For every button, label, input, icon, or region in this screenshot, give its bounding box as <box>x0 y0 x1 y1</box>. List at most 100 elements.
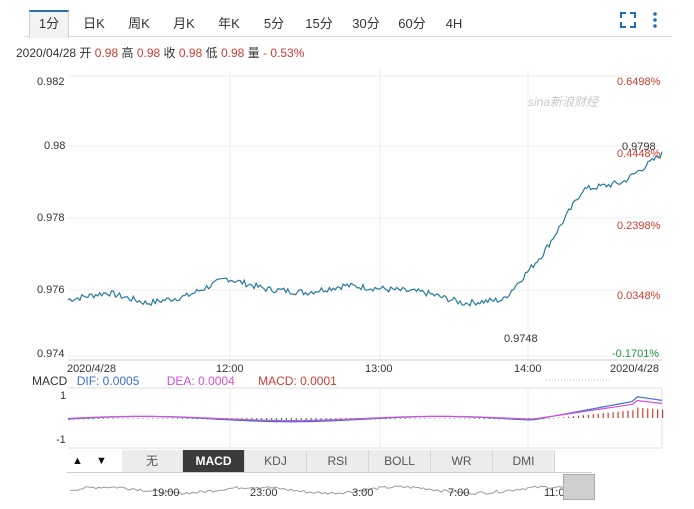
macd-bar <box>553 418 555 419</box>
tab-1min[interactable]: 1分 <box>29 10 69 38</box>
macd-bar <box>280 418 283 422</box>
period-tab-bar: 1分 日K 周K 月K 年K 5分 15分 30分 60分 4H <box>24 6 672 38</box>
macd-bar <box>439 418 441 419</box>
macd-bar <box>275 418 278 422</box>
macd-bar <box>127 418 129 419</box>
macd-bar <box>637 407 639 418</box>
low-label: 低 <box>205 46 218 60</box>
dif-value: DIF: 0.0005 <box>76 374 140 388</box>
high-label: 高 <box>121 46 134 60</box>
macd-bar <box>162 418 164 419</box>
macd-bar <box>409 418 411 419</box>
macd-bar <box>176 418 179 419</box>
change-value: - 0.53% <box>263 46 305 60</box>
tab-daily-k[interactable]: 日K <box>83 16 105 31</box>
close-label: 收 <box>163 46 176 60</box>
tab-yearly-k[interactable]: 年K <box>218 16 240 31</box>
macd-bar <box>612 412 614 418</box>
tab-15min[interactable]: 15分 <box>305 16 333 31</box>
macd-bar <box>107 418 109 419</box>
tab-monthly-k[interactable]: 月K <box>173 16 195 31</box>
macd-bar <box>424 418 426 419</box>
indicator-none-button[interactable]: 无 <box>122 450 183 472</box>
tab-weekly-k[interactable]: 周K <box>128 16 150 31</box>
macd-bar <box>449 418 451 419</box>
quote-summary: 2020/04/28 开 0.98 高 0.98 收 0.98 低 0.98 量… <box>16 44 304 61</box>
macd-bar <box>567 416 570 418</box>
pct-tick-0: 0.6498% <box>617 76 661 88</box>
macd-tick-neg1: -1 <box>56 434 66 446</box>
price-tick-0982: 0.982 <box>37 76 65 88</box>
open-label: 开 <box>79 46 92 60</box>
macd-bar <box>429 418 431 419</box>
pct-tick-1: 0.4448% <box>617 148 661 160</box>
dea-line <box>67 399 663 422</box>
indicator-kdj-button[interactable]: KDJ <box>245 450 307 472</box>
macd-bar <box>662 409 664 418</box>
price-tick-0976: 0.976 <box>37 284 65 296</box>
high-value: 0.98 <box>136 46 161 60</box>
time-navigator[interactable]: 19:00 23:00 3:00 7:00 11:00 <box>66 472 592 501</box>
macd-bar <box>543 418 545 420</box>
macd-bar <box>617 411 619 418</box>
macd-bar <box>404 418 406 419</box>
tab-60min[interactable]: 60分 <box>398 16 426 31</box>
macd-bar <box>315 418 317 422</box>
indicator-rsi-button[interactable]: RSI <box>307 450 369 472</box>
macd-bar <box>305 418 307 422</box>
fullscreen-icon[interactable] <box>620 12 636 28</box>
macd-bar <box>572 416 575 418</box>
pct-tick-4: -0.1701% <box>612 348 660 360</box>
macd-bar <box>142 418 144 419</box>
macd-title: MACD <box>32 374 68 388</box>
macd-bar <box>587 414 589 418</box>
tab-30min[interactable]: 30分 <box>352 16 380 31</box>
indicator-dmi-button[interactable]: DMI <box>493 450 555 472</box>
indicator-wr-button[interactable]: WR <box>431 450 493 472</box>
macd-bar <box>488 418 490 420</box>
macd-bar <box>577 415 580 418</box>
macd-bar <box>394 418 396 419</box>
x-label-1200: 12:00 <box>216 363 244 375</box>
macd-bar <box>112 418 114 419</box>
macd-bar <box>389 418 391 420</box>
navigator-handle[interactable] <box>563 474 595 500</box>
nav-label-0700: 7:00 <box>448 487 470 499</box>
macd-bar <box>464 418 466 419</box>
macd-bar <box>597 413 599 418</box>
macd-bar <box>310 418 312 422</box>
macd-bar <box>414 418 416 419</box>
more-vertical-icon[interactable] <box>651 12 659 28</box>
macd-bar <box>622 411 624 418</box>
macd-bar <box>384 418 386 420</box>
macd-bar <box>171 418 174 419</box>
macd-bar <box>558 417 560 419</box>
indicator-macd-button[interactable]: MACD <box>183 450 245 472</box>
sina-watermark: sina新浪财经 <box>528 95 600 109</box>
macd-bar <box>320 418 322 421</box>
macd-bar <box>152 418 154 419</box>
low-value: 0.98 <box>220 46 245 60</box>
macd-bar <box>642 408 644 418</box>
macd-bar <box>167 418 169 419</box>
close-value: 0.98 <box>178 46 203 60</box>
macd-bar <box>607 412 609 418</box>
indicator-boll-button[interactable]: BOLL <box>369 450 431 472</box>
macd-bar <box>147 418 149 419</box>
macd-bar <box>295 418 297 422</box>
macd-bar <box>632 410 634 418</box>
macd-bar <box>137 418 139 419</box>
macd-value: MACD: 0.0001 <box>258 374 337 388</box>
tab-5min[interactable]: 5分 <box>263 16 285 31</box>
tab-4h[interactable]: 4H <box>445 16 463 31</box>
nav-up-arrow-icon[interactable]: ▲ <box>72 455 83 467</box>
macd-bar <box>399 418 401 419</box>
macd-bar <box>602 413 604 418</box>
pct-tick-3: 0.0348% <box>617 290 661 302</box>
macd-bar <box>563 417 565 418</box>
nav-label-0300: 3:00 <box>352 487 374 499</box>
macd-bar <box>652 408 654 418</box>
nav-down-arrow-icon[interactable]: ▼ <box>96 455 107 467</box>
macd-bar <box>582 415 584 418</box>
